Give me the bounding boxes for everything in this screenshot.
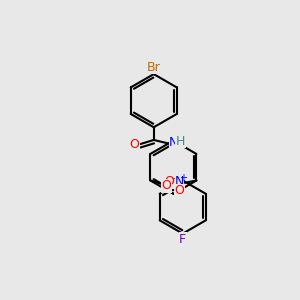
Text: O: O — [130, 138, 140, 151]
Text: F: F — [179, 233, 186, 246]
Text: Br: Br — [147, 61, 160, 74]
Text: -: - — [172, 173, 175, 183]
Text: O: O — [161, 179, 171, 192]
Text: N: N — [174, 175, 184, 188]
Text: N: N — [169, 136, 178, 149]
Text: O: O — [164, 175, 174, 188]
Text: O: O — [174, 184, 184, 197]
Text: H: H — [176, 135, 185, 148]
Text: +: + — [179, 173, 187, 183]
